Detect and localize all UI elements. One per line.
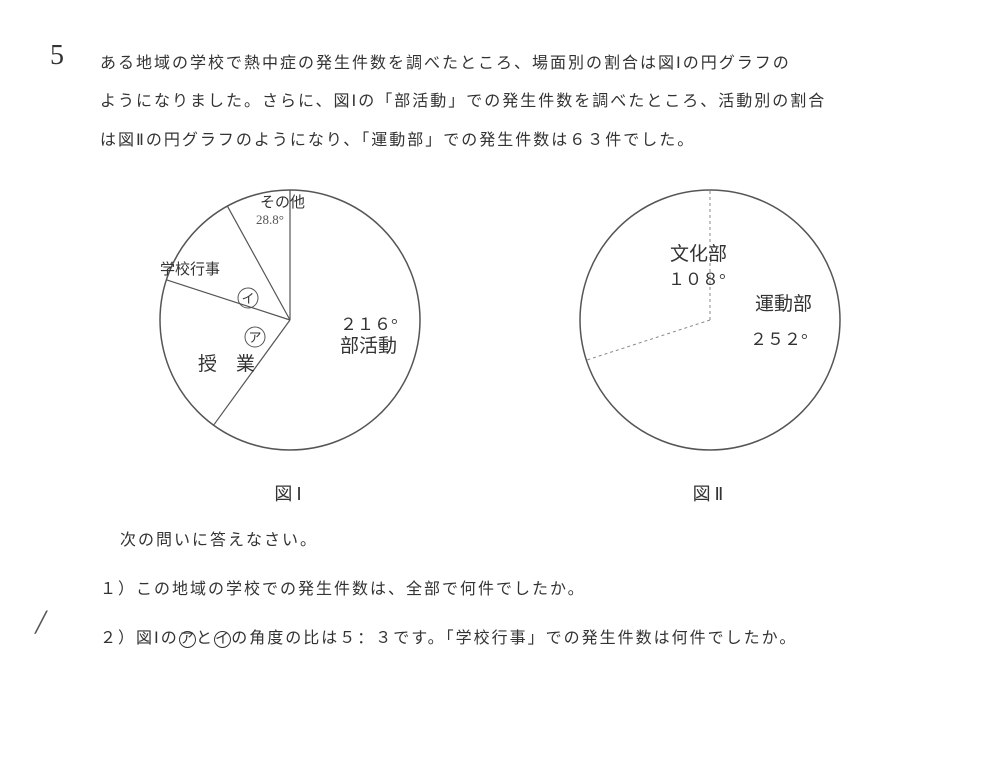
label-angle-bukatsudo: ２１６°: [340, 315, 398, 334]
question-2: ２）図Ⅰのアとイの角度の比は５：３です。「学校行事」での発生件数は何件でしたか。: [100, 624, 950, 648]
label-bukatsudo: 部活動: [340, 335, 397, 357]
q2-prefix: ２）図Ⅰの: [100, 630, 179, 647]
tick-mark-icon: ╱: [35, 610, 47, 635]
followup-text: 次の問いに答えなさい。: [120, 526, 950, 550]
chart-2-block: 文化部 １０８° 運動部 ２５２° 図Ⅱ: [560, 170, 860, 506]
intro-line-2: ようになりました。さらに、図Ⅰの「部活動」での発生件数を調べたところ、活動別の割…: [100, 83, 950, 121]
intro-text: ある地域の学校で熱中症の発生件数を調べたところ、場面別の割合は図Ⅰの円グラフの …: [100, 45, 950, 160]
question-number: 5: [50, 40, 64, 72]
intro-line-3: は図Ⅱの円グラフのようになり、「運動部」での発生件数は６３件でした。: [100, 122, 950, 160]
q2-suffix: の角度の比は５：３です。「学校行事」での発生件数は何件でしたか。: [231, 630, 797, 647]
label-sonota: その他: [260, 194, 305, 211]
pie-chart-2: 文化部 １０８° 運動部 ２５２°: [560, 170, 860, 470]
intro-line-1: ある地域の学校で熱中症の発生件数を調べたところ、場面別の割合は図Ⅰの円グラフの: [100, 45, 950, 83]
label-angle-sonota: 28.8°: [256, 212, 284, 227]
ann-i: イ: [241, 291, 254, 306]
label-angle-undoubu: ２５２°: [750, 330, 808, 349]
question-1: １）この地域の学校での発生件数は、全部で何件でしたか。: [100, 575, 950, 599]
label-angle-bunkabu: １０８°: [668, 270, 726, 289]
label-jugyou: 授 業: [198, 353, 255, 375]
chart-1-caption: 図Ⅰ: [274, 480, 305, 506]
chart-2-caption: 図Ⅱ: [693, 480, 728, 506]
pie-chart-1: ２１６° 部活動 授 業 学校行事 その他 28.8° ア イ: [140, 170, 440, 470]
circled-i-icon: イ: [214, 631, 231, 648]
label-gakkou: 学校行事: [160, 261, 220, 278]
ann-a: ア: [248, 330, 261, 345]
label-bunkabu: 文化部: [670, 243, 727, 265]
q2-mid1: と: [196, 630, 214, 647]
charts-container: ２１６° 部活動 授 業 学校行事 その他 28.8° ア イ 図Ⅰ 文化部 １…: [50, 170, 950, 506]
chart-1-block: ２１６° 部活動 授 業 学校行事 その他 28.8° ア イ 図Ⅰ: [140, 170, 440, 506]
label-undoubu: 運動部: [755, 293, 812, 315]
circled-a-icon: ア: [179, 631, 196, 648]
